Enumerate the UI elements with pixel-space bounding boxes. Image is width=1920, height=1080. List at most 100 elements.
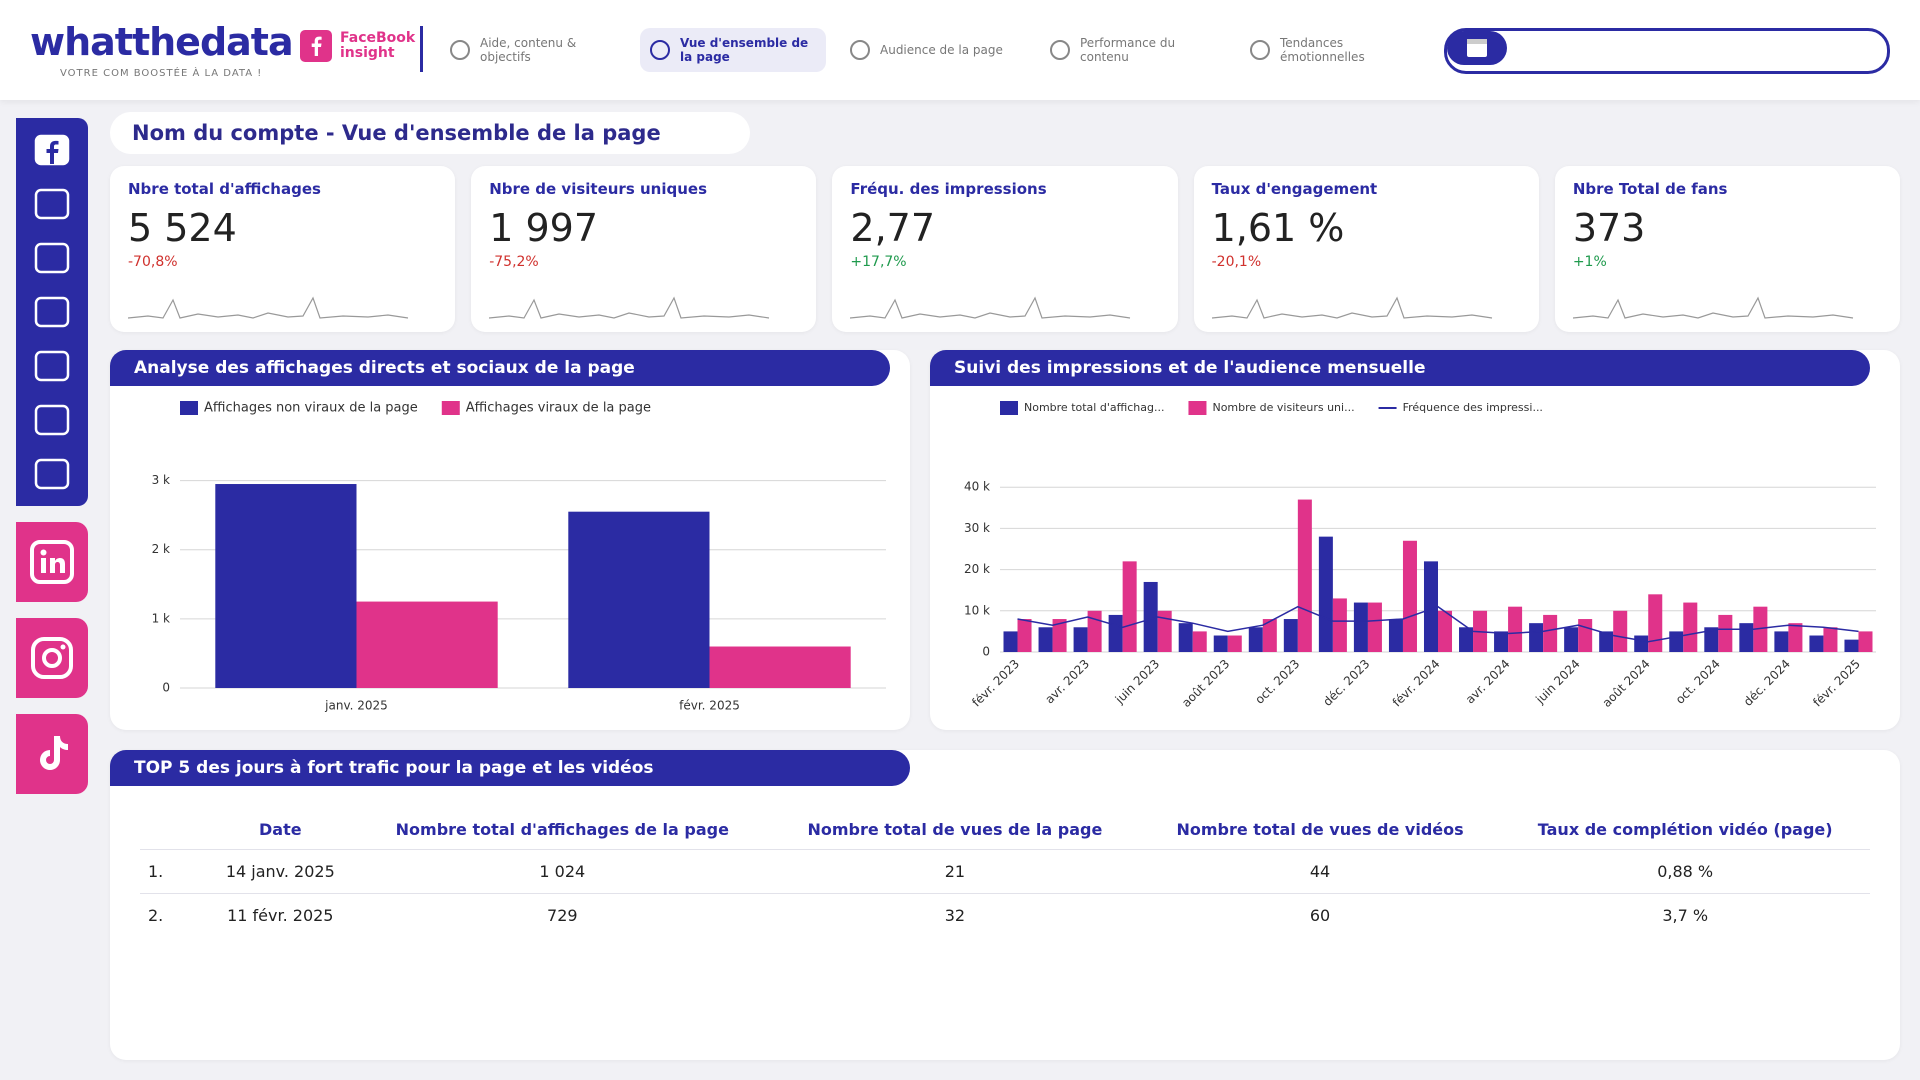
legend-label: Nombre total d'affichag... <box>1024 401 1164 414</box>
kpi-card: Nbre de visiteurs uniques 1 997 -75,2% <box>471 166 817 332</box>
column-header: Date <box>259 820 302 839</box>
sparkline <box>128 296 409 319</box>
bar <box>1494 631 1509 652</box>
kpi-value: 1,61 % <box>1211 206 1345 250</box>
instagram-link[interactable] <box>16 618 88 698</box>
y-tick-label: 40 k <box>964 480 990 494</box>
bar <box>1248 627 1263 652</box>
legend-swatch <box>1000 401 1018 415</box>
bar <box>1283 619 1298 652</box>
menu-icon[interactable] <box>32 294 72 330</box>
legend-label: Nombre de visiteurs uni... <box>1212 401 1354 414</box>
y-tick-label: 0 <box>982 645 990 659</box>
bar <box>1388 619 1403 652</box>
legend-swatch <box>441 401 460 415</box>
kpi-card: Nbre Total de fans 373 +1% <box>1554 166 1901 332</box>
nav-item[interactable]: Vue d'ensemble de la page <box>640 28 826 72</box>
bar <box>1052 619 1067 652</box>
tiktok-icon <box>40 736 68 770</box>
icon-shape <box>34 404 70 436</box>
nav-label: Performance du contenu <box>1080 36 1176 64</box>
y-tick-label: 20 k <box>964 562 990 576</box>
bar <box>1753 606 1768 652</box>
bar <box>1823 627 1838 652</box>
icon-shape <box>34 188 70 220</box>
x-tick-label: déc. 2024 <box>1741 657 1793 709</box>
header: whatthedata VOTRE COM BOOSTÉE À LA DATA … <box>0 0 1920 100</box>
icon-shape <box>34 296 70 328</box>
chart-title: Analyse des affichages directs et sociau… <box>110 350 890 386</box>
table-cell: 1 024 <box>354 849 771 894</box>
bar <box>1564 627 1579 652</box>
bar <box>1087 610 1102 652</box>
icon-shape <box>46 140 59 164</box>
bar <box>1073 627 1088 652</box>
table-cell: 21 <box>770 849 1140 894</box>
bar <box>1543 614 1558 652</box>
bar <box>1192 631 1207 652</box>
table-row: 1. 14 janv. 2025 1 024 21 44 0,88 % <box>140 849 1870 894</box>
kpi-change: -70,8% <box>128 254 178 270</box>
line <box>1017 605 1859 643</box>
nav-item[interactable]: Tendances émotionnelles <box>1240 28 1426 72</box>
x-tick-label: févr. 2025 <box>1810 657 1863 710</box>
column-header: Nombre total de vues de vidéos <box>1176 820 1464 839</box>
icon-shape <box>34 242 70 274</box>
y-tick-label: 0 <box>162 681 170 695</box>
bar <box>1157 610 1172 652</box>
bar <box>1459 627 1474 652</box>
table-cell: 14 janv. 2025 <box>206 849 355 894</box>
menu-icon[interactable] <box>32 132 72 168</box>
nav-item[interactable]: Audience de la page <box>840 28 1026 72</box>
bar <box>1774 631 1789 652</box>
nav-item[interactable]: Performance du contenu <box>1040 28 1226 72</box>
nav-label: Aide, contenu & objectifs <box>480 36 577 64</box>
chart-card: Analyse des affichages directs et sociau… <box>110 350 910 730</box>
icon-shape <box>450 40 470 60</box>
table-cell: 11 févr. 2025 <box>206 893 355 937</box>
bar <box>1613 610 1628 652</box>
nav-item[interactable]: Aide, contenu & objectifs <box>440 28 626 72</box>
table-cell: 60 <box>1139 893 1501 937</box>
icon-shape <box>34 458 70 490</box>
kpi-row: Nbre total d'affichages 5 524 -70,8% Nbre d… <box>110 166 1901 332</box>
kpi-value: 373 <box>1572 206 1646 250</box>
date-picker[interactable] <box>1444 28 1890 74</box>
x-tick-label: oct. 2023 <box>1252 657 1302 707</box>
chart: Affichages non viraux de la page Affichag… <box>152 401 886 713</box>
icon-shape <box>1050 40 1070 60</box>
bar <box>1332 598 1347 652</box>
kpi-card: Fréqu. des impressions 2,77 +17,7% <box>832 166 1178 332</box>
menu-icon[interactable] <box>32 456 72 492</box>
menu-icon[interactable] <box>32 402 72 438</box>
kpi-change: +1% <box>1572 254 1607 270</box>
kpi-value: 5 524 <box>128 206 237 250</box>
bar <box>709 646 851 688</box>
table-body: 1. 14 janv. 2025 1 024 21 44 0,88 % 2. 11 févr.… <box>140 849 1870 937</box>
menu-icon[interactable] <box>32 348 72 384</box>
menu-icon[interactable] <box>32 186 72 222</box>
bar <box>1683 602 1698 652</box>
linkedin-link[interactable] <box>16 522 88 602</box>
bar <box>1143 581 1158 652</box>
page-title: Nom du compte - Vue d'ensemble de la pag… <box>110 112 750 154</box>
tiktok-link[interactable] <box>16 714 88 794</box>
kpi-change: +17,7% <box>850 254 907 270</box>
y-tick-label: 30 k <box>964 521 990 535</box>
kpi-label: Nbre total d'affichages <box>128 180 321 198</box>
kpi-card: Nbre total d'affichages 5 524 -70,8% <box>110 166 456 332</box>
table-cell: 32 <box>770 893 1140 937</box>
sparkline-path <box>128 296 409 319</box>
x-tick-label: janv. 2025 <box>324 699 388 713</box>
legend-swatch <box>180 401 198 415</box>
menu-icon[interactable] <box>32 240 72 276</box>
bar <box>1529 623 1544 652</box>
bar <box>1367 602 1382 652</box>
bar <box>1402 540 1417 652</box>
bar <box>1739 623 1754 652</box>
nav-label: Tendances émotionnelles <box>1280 36 1365 64</box>
table-cell: 3,7 % <box>1500 893 1870 937</box>
kpi-label: Nbre de visiteurs uniques <box>489 180 707 198</box>
tagline: VOTRE COM BOOSTÉE À LA DATA ! <box>60 68 263 79</box>
bar <box>1648 594 1663 652</box>
